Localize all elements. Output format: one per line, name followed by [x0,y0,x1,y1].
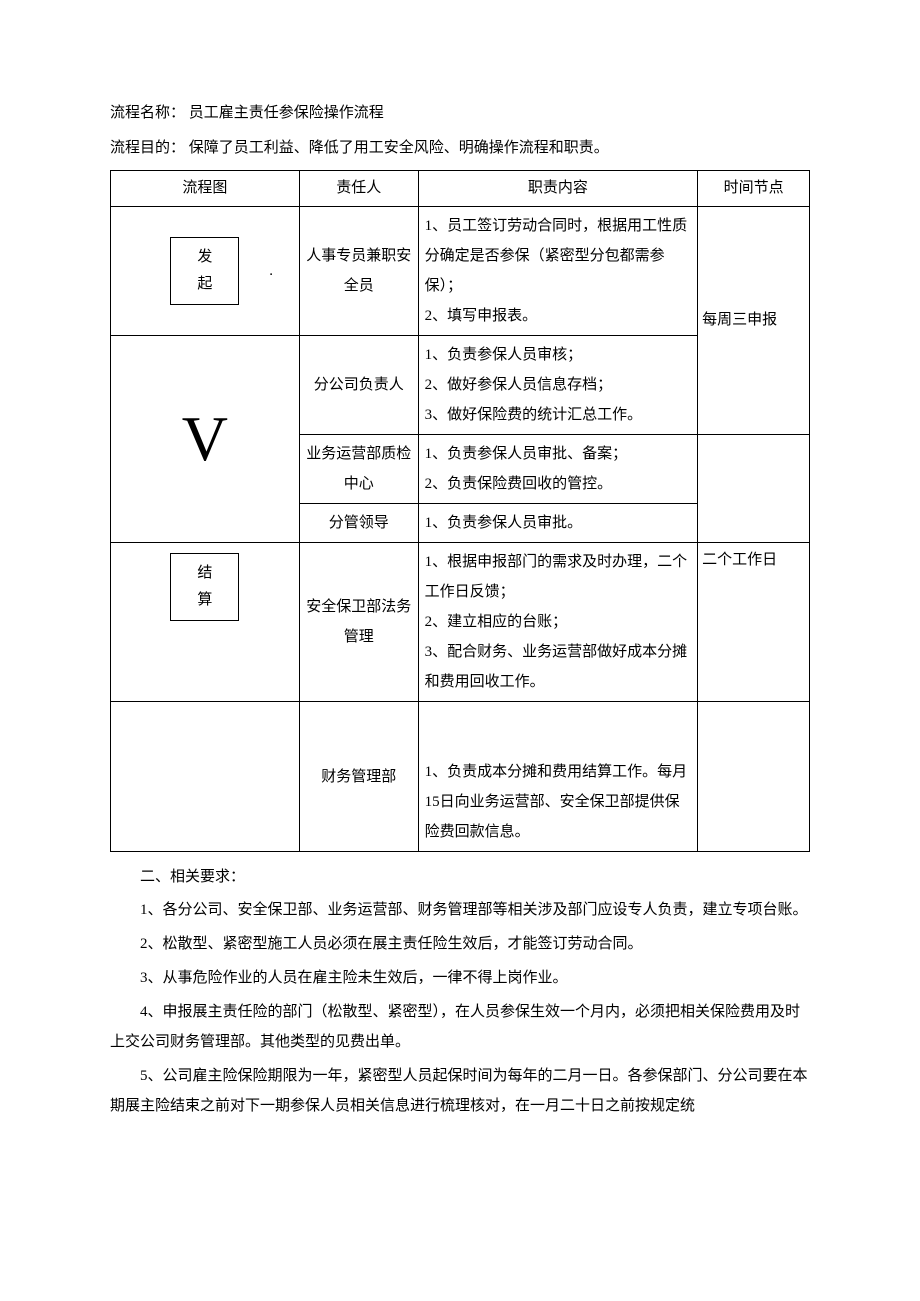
requirement-item: 2、松散型、紧密型施工人员必须在展主责任险生效后，才能签订劳动合同。 [110,929,810,959]
resp-cell: 财务管理部 [299,702,418,852]
header-resp: 责任人 [299,171,418,207]
process-purpose-line: 流程目的： 保障了员工利益、降低了用工安全风险、明确操作流程和职责。 [110,135,810,162]
resp-cell: 分公司负责人 [299,336,418,435]
duty-text: 1、负责参保人员审批、备案；2、负责保险费回收的管控。 [425,439,692,499]
resp-cell: 业务运营部质检中心 [299,435,418,504]
resp-cell: 安全保卫部法务管理 [299,543,418,702]
requirement-item: 3、从事危险作业的人员在雇主险未生效后，一律不得上岗作业。 [110,963,810,993]
flow-cell-right: . [243,207,299,336]
header-flow: 流程图 [111,171,300,207]
requirement-item: 5、公司雇主险保险期限为一年，紧密型人员起保时间为每年的二月一日。各参保部门、分… [110,1061,810,1121]
duty-text: 1、负责参保人员审批。 [425,508,692,538]
flow-cell-mid: 发起 [166,207,243,336]
flow-box-start: 发起 [170,237,239,305]
resp-cell: 人事专员兼职安全员 [299,207,418,336]
duty-cell: 1、负责成本分摊和费用结算工作。每月15日向业务运营部、安全保卫部提供保险费回款… [418,702,698,852]
resp-cell: 分管领导 [299,504,418,543]
table-row: 结算 安全保卫部法务管理 1、根据申报部门的需求及时办理，二个工作日反馈；2、建… [111,543,810,702]
requirement-item: 4、申报展主责任险的部门（松散型、紧密型），在人员参保生效一个月内，必须把相关保… [110,997,810,1057]
process-name-line: 流程名称： 员工雇主责任参保险操作流程 [110,100,810,127]
flow-cell-mid: 结算 [166,543,243,702]
header-time: 时间节点 [698,171,810,207]
time-cell: 二个工作日 [698,543,810,702]
header-duty: 职责内容 [418,171,698,207]
time-cell: 每周三申报 [698,207,810,435]
table-row: 财务管理部 1、负责成本分摊和费用结算工作。每月15日向业务运营部、安全保卫部提… [111,702,810,852]
process-name-label: 流程名称： [110,105,185,121]
flow-cell-left [111,207,167,336]
process-purpose-value: 保障了员工利益、降低了用工安全风险、明确操作流程和职责。 [189,140,609,156]
requirements-title: 二、相关要求： [110,864,810,891]
table-header-row: 流程图 责任人 职责内容 时间节点 [111,171,810,207]
process-table: 流程图 责任人 职责内容 时间节点 发起 . 人事专员兼职安全员 1、员工签订劳… [110,170,810,852]
process-name-value: 员工雇主责任参保险操作流程 [189,105,384,121]
duty-cell: 1、负责参保人员审批。 [418,504,698,543]
duty-cell: 1、负责参保人员审核；2、做好参保人员信息存档；3、做好保险费的统计汇总工作。 [418,336,698,435]
duty-cell: 1、员工签订劳动合同时，根据用工性质分确定是否参保（紧密型分包都需参保）；2、填… [418,207,698,336]
flow-cell-left [111,543,167,702]
flow-cell-v: V [111,336,300,543]
requirement-item: 1、各分公司、安全保卫部、业务运营部、财务管理部等相关涉及部门应设专人负责，建立… [110,895,810,925]
duty-text: 1、负责成本分摊和费用结算工作。每月15日向业务运营部、安全保卫部提供保险费回款… [425,757,692,847]
duty-text: 1、员工签订劳动合同时，根据用工性质分确定是否参保（紧密型分包都需参保）；2、填… [425,211,692,331]
flow-v-symbol: V [115,377,295,501]
process-purpose-label: 流程目的： [110,140,185,156]
flow-cell-empty [111,702,300,852]
time-cell-empty [698,702,810,852]
flow-cell-right [243,543,299,702]
duty-cell: 1、根据申报部门的需求及时办理，二个工作日反馈；2、建立相应的台账；3、配合财务… [418,543,698,702]
duty-text: 1、负责参保人员审核；2、做好参保人员信息存档；3、做好保险费的统计汇总工作。 [425,340,692,430]
table-row: 发起 . 人事专员兼职安全员 1、员工签订劳动合同时，根据用工性质分确定是否参保… [111,207,810,336]
flow-box-settle: 结算 [170,553,239,621]
time-cell-empty [698,435,810,543]
duty-text: 1、根据申报部门的需求及时办理，二个工作日反馈；2、建立相应的台账；3、配合财务… [425,547,692,697]
duty-cell: 1、负责参保人员审批、备案；2、负责保险费回收的管控。 [418,435,698,504]
